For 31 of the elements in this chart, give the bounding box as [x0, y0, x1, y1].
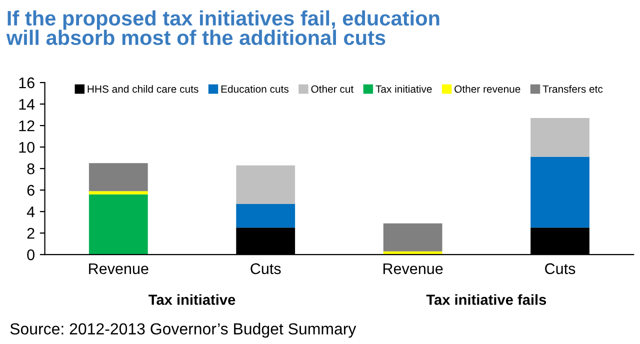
legend-label: Education cuts [221, 85, 289, 93]
legend-label: Other revenue [454, 85, 520, 93]
bar [530, 156, 590, 228]
text: Tax initiative fails [426, 294, 546, 305]
source-note: Source: 2012-2013 Governor’s Budget Summary [10, 322, 356, 338]
y-tick-label: 14 [19, 99, 35, 110]
bar [383, 223, 442, 252]
chart-title: If the proposed tax initiatives fail, education will absorb most of the additional cuts [6, 10, 440, 46]
bar [236, 165, 296, 204]
y-tick-label: 4 [26, 206, 35, 218]
legend-label: Tax initiative [376, 85, 432, 93]
y-tick-label: 0 [27, 249, 34, 260]
legend-label: Transfers etc [542, 85, 603, 93]
text: Tax initiative [148, 294, 236, 305]
bar [88, 194, 148, 255]
legend-label: Other cut [311, 85, 354, 93]
bar [88, 163, 148, 192]
x-tick-label: Revenue [89, 263, 148, 274]
bar [88, 191, 148, 194]
x-tick-label: Revenue [383, 263, 443, 274]
y-tick-label: 8 [27, 163, 34, 174]
y-tick-label: 2 [27, 228, 34, 239]
y-tick-label: 16 [19, 77, 34, 88]
x-tick-label: Cuts [545, 263, 576, 274]
y-tick-label: 6 [27, 184, 34, 196]
y-tick-label: 12 [19, 120, 34, 132]
bar [236, 204, 296, 228]
legend-label: HHS and child care cuts [88, 85, 198, 93]
x-tick-label: Cuts [250, 263, 281, 274]
y-tick-label: 10 [19, 142, 34, 153]
bar [530, 118, 590, 157]
